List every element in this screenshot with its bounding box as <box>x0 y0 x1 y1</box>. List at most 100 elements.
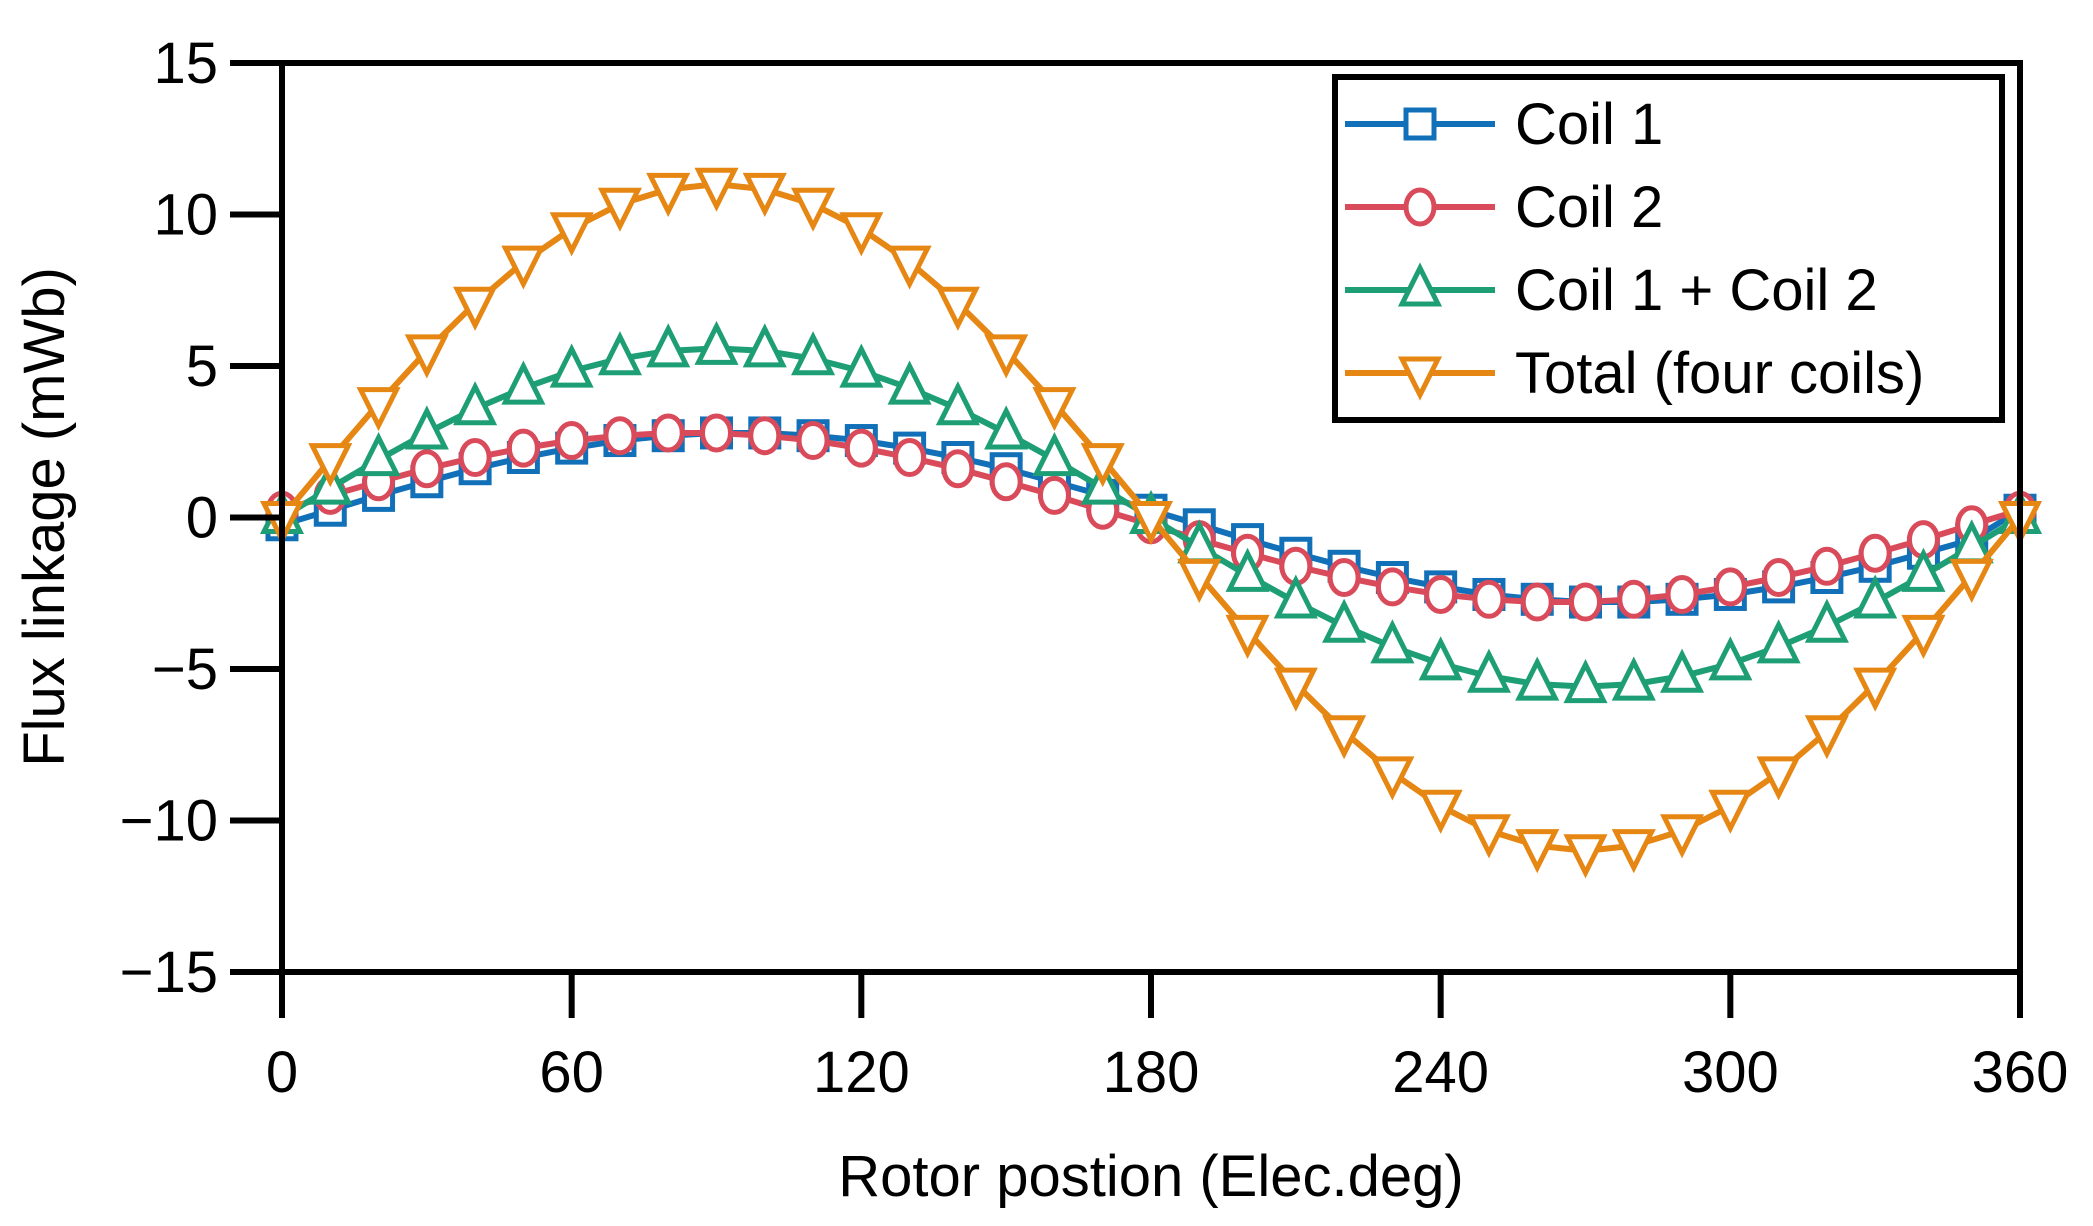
axis-ticks: 0 60 120 180 240 300 360 15 10 5 0 −5 −10 −15 <box>120 31 2069 1105</box>
data-point <box>458 438 492 478</box>
data-point <box>1515 656 1560 701</box>
data-point <box>1708 789 1753 834</box>
data-point <box>1660 814 1705 859</box>
data-point <box>935 286 980 331</box>
data-point <box>597 331 642 376</box>
data-point <box>1853 574 1898 619</box>
data-point <box>453 286 498 331</box>
legend-box <box>1332 74 2005 423</box>
legend-marker <box>1397 356 1443 401</box>
x-tick-label: 360 <box>1972 1040 2069 1105</box>
data-point <box>1804 715 1849 760</box>
data-point <box>549 343 594 388</box>
data-point <box>700 413 733 453</box>
data-point <box>506 428 540 468</box>
x-tick-label: 60 <box>539 1040 604 1105</box>
y-tick-label: −15 <box>120 940 218 1005</box>
data-point <box>1660 648 1705 693</box>
y-tick-label: −10 <box>120 789 218 854</box>
legend-entry-0: Coil 1 <box>1345 92 1663 157</box>
data-point <box>941 449 975 489</box>
data-point <box>1225 614 1270 660</box>
data-point <box>839 212 884 257</box>
data-point <box>1418 636 1463 681</box>
data-point <box>1563 834 1608 879</box>
data-point <box>1472 579 1506 619</box>
x-tick-label: 300 <box>1682 1040 1779 1105</box>
data-point <box>1177 558 1222 603</box>
data-point <box>1375 567 1409 607</box>
data-point <box>1520 582 1554 622</box>
legend-label: Total (four coils) <box>1515 341 1924 406</box>
data-point <box>791 331 836 376</box>
x-tick-label: 180 <box>1103 1040 1200 1105</box>
legend-entry-1: Coil 2 <box>1345 175 1663 240</box>
data-point <box>1273 574 1318 619</box>
data-point <box>603 416 637 456</box>
data-point <box>887 360 932 405</box>
data-point <box>748 416 782 456</box>
data-point <box>308 443 353 488</box>
legend-marker <box>1403 187 1437 227</box>
legend: Coil 1 Coil 2 Coil 1 + Coil 2 Total (four c… <box>1332 74 2005 423</box>
data-point <box>1466 648 1511 693</box>
data-point <box>1037 475 1071 515</box>
data-point <box>1370 619 1415 664</box>
data-point <box>742 323 787 368</box>
legend-entry-3: Total (four coils) <box>1345 341 1924 406</box>
x-axis-label: Rotor postion (Elec.deg) <box>838 1144 1463 1209</box>
legend-marker <box>1403 107 1437 141</box>
data-point <box>742 172 787 217</box>
data-point <box>1665 574 1699 614</box>
data-point <box>453 381 498 426</box>
data-point <box>1949 558 1994 603</box>
data-point <box>1128 501 1174 546</box>
data-point <box>1756 619 1801 664</box>
data-point <box>549 212 594 257</box>
data-point <box>1858 533 1892 573</box>
y-tick-label: 10 <box>153 183 218 248</box>
y-tick-label: 5 <box>186 334 218 399</box>
data-point <box>1617 579 1651 619</box>
data-point <box>404 405 449 450</box>
data-point <box>1466 814 1511 859</box>
data-point <box>989 462 1023 502</box>
data-point <box>1225 547 1270 592</box>
data-point <box>501 360 546 405</box>
data-point <box>1762 557 1796 597</box>
legend-label: Coil 1 + Coil 2 <box>1515 258 1878 323</box>
data-point <box>1515 829 1560 874</box>
x-tick-label: 240 <box>1392 1040 1489 1105</box>
data-point <box>1901 547 1946 592</box>
x-tick-label: 120 <box>813 1040 910 1105</box>
data-point <box>844 428 878 468</box>
data-point <box>1810 546 1844 586</box>
data-point <box>1901 614 1946 660</box>
data-point <box>984 334 1029 379</box>
data-point <box>1418 789 1463 834</box>
data-point <box>1804 598 1849 643</box>
data-point <box>1424 574 1458 614</box>
data-point <box>1713 567 1747 607</box>
data-point <box>1569 582 1602 622</box>
legend-label: Coil 2 <box>1515 175 1663 240</box>
data-point <box>1327 557 1361 597</box>
legend-label: Coil 1 <box>1515 92 1663 157</box>
y-tick-label: 15 <box>153 31 218 96</box>
data-point <box>839 343 884 388</box>
data-point <box>646 172 691 217</box>
data-point <box>694 167 739 212</box>
series-3 <box>259 167 2043 879</box>
data-point <box>1080 443 1125 488</box>
data-point <box>893 438 927 478</box>
data-point <box>887 245 932 290</box>
data-point <box>1563 658 1608 704</box>
data-point <box>796 421 830 461</box>
data-point <box>1611 656 1656 701</box>
data-point <box>694 320 739 365</box>
data-point <box>356 432 401 477</box>
data-point <box>555 421 589 461</box>
data-point <box>646 323 691 368</box>
y-tick-label: −5 <box>152 637 218 702</box>
data-point <box>1032 387 1077 432</box>
